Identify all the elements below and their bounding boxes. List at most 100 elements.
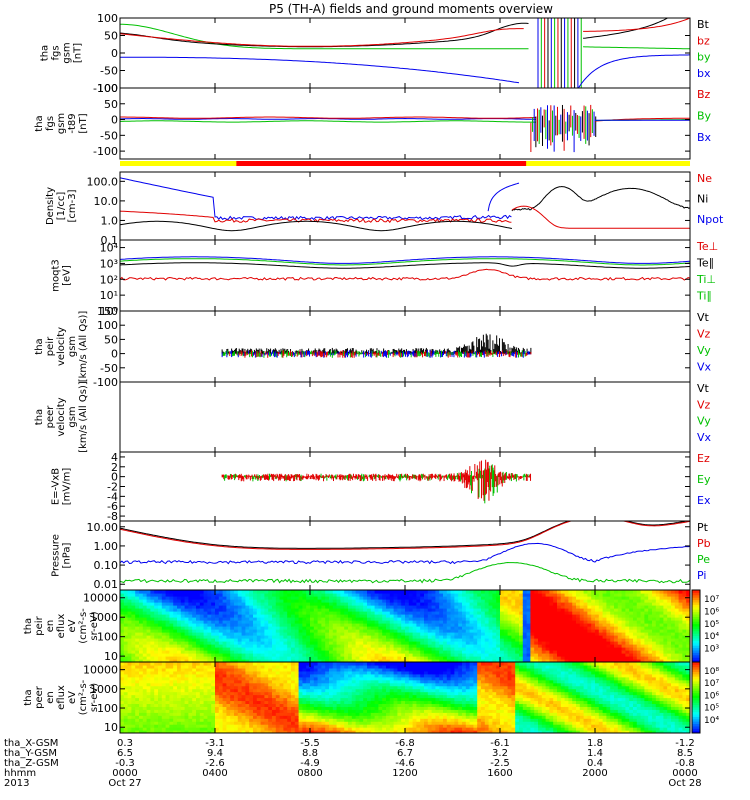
spectrogram-cell [272,638,277,642]
spectrogram-cell [222,656,227,660]
spectrogram-cell [636,650,642,654]
spectrogram-cell [678,659,683,662]
spectrogram-cell [659,647,664,651]
spectrogram-cell [158,635,163,639]
spectrogram-cell [184,596,189,600]
spectrogram-cell [370,659,376,662]
spectrogram-cell [253,602,258,606]
ylabel: peir [45,336,56,356]
spectrogram-cell [439,650,444,654]
spectrogram-cell [560,641,566,645]
spectrogram-cell [522,647,528,651]
spectrogram-cell [359,647,364,651]
spectrogram-cell [671,638,676,642]
spectrogram-cell [123,596,129,600]
spectrogram-cell [454,659,459,662]
spectrogram-cell [253,611,258,615]
spectrogram-cell [652,653,657,657]
spectrogram-cell [283,647,288,651]
spectrogram-cell [629,626,634,630]
spectrogram-cell [496,629,501,633]
spectrogram-cell [142,650,148,654]
spectrogram-cell [420,614,425,618]
spectrogram-cell [538,614,543,618]
spectrogram-cell [610,632,615,636]
spectrogram-cell [249,641,254,645]
spectrogram-cell [291,629,296,633]
spectrogram-cell [218,611,224,615]
spectrogram-cell [207,611,212,615]
spectrogram-cell [496,650,501,654]
spectrogram-cell [329,620,334,624]
spectrogram-cell [530,641,535,645]
spectrogram-cell [420,656,425,660]
spectrogram-cell [465,653,471,657]
spectrogram-cell [405,608,410,612]
spectrogram-cell [655,608,661,612]
spectrogram-cell [169,635,174,639]
spectrogram-cell [386,611,391,615]
spectrogram-cell [481,650,486,654]
spectrogram-cell [142,629,148,633]
spectrogram-cell [431,608,436,612]
spectrogram-cell [180,656,186,660]
spectrogram-cell [241,590,246,594]
spectrogram-cell [332,590,338,594]
spectrogram-cell [378,599,383,603]
spectrogram-cell [534,659,539,662]
spectrogram-cell [450,647,455,651]
spectrogram-cell [526,641,531,645]
spectrogram-cell [123,706,129,710]
spectrogram-cell [374,593,379,597]
legend-entry: Pt [697,521,709,534]
spectrogram-cell [401,656,406,660]
spectrogram-cell [515,599,520,603]
spectrogram-cell [560,608,566,612]
spectrogram-cell [313,623,319,627]
spectrogram-cell [477,623,482,627]
spectrogram-cell [431,602,436,606]
spectrogram-cell [465,590,471,594]
spectrogram-cell [458,602,463,606]
spectrogram-cell [446,638,452,642]
spectrogram-cell [610,602,615,606]
spectrogram-cell [241,647,246,651]
spectrogram-cell [370,635,376,639]
spectrogram-cell [465,608,471,612]
spectrogram-cell [177,596,182,600]
spectrogram-cell [245,605,250,609]
spectrogram-cell [488,596,493,600]
spectrogram-cell [587,635,592,639]
spectrogram-cell [226,650,231,654]
spectrogram-cell [481,647,486,651]
spectrogram-cell [610,653,615,657]
spectrogram-cell [199,650,205,654]
spectrogram-cell [150,638,155,642]
spectrogram-cell [655,653,661,657]
spectrogram-cell [154,641,159,645]
spectrogram-cell [568,617,573,621]
spectrogram-cell [401,602,406,606]
spectrogram-cell [450,635,455,639]
spectrogram-cell [150,602,155,606]
spectrogram-cell [663,626,668,630]
spectrogram-cell [636,617,642,621]
spectrogram-cell [207,617,212,621]
ytick-label: 100 [97,12,118,25]
spectrogram-cell [579,602,585,606]
spectrogram-cell [177,638,182,642]
spectrogram-cell [317,656,322,660]
spectrogram-cell [405,596,410,600]
spectrogram-cell [355,641,360,645]
spectrogram-cell [617,620,623,624]
spectrogram-cell [142,590,148,594]
spectrogram-cell [142,599,148,603]
spectrogram-cell [196,641,201,645]
spectrogram-cell [344,602,349,606]
spectrogram-cell [382,650,387,654]
spectrogram-cell [317,647,322,651]
spectrogram-cell [553,632,558,636]
spectrogram-cell [196,656,201,660]
spectrogram-cell [678,632,683,636]
